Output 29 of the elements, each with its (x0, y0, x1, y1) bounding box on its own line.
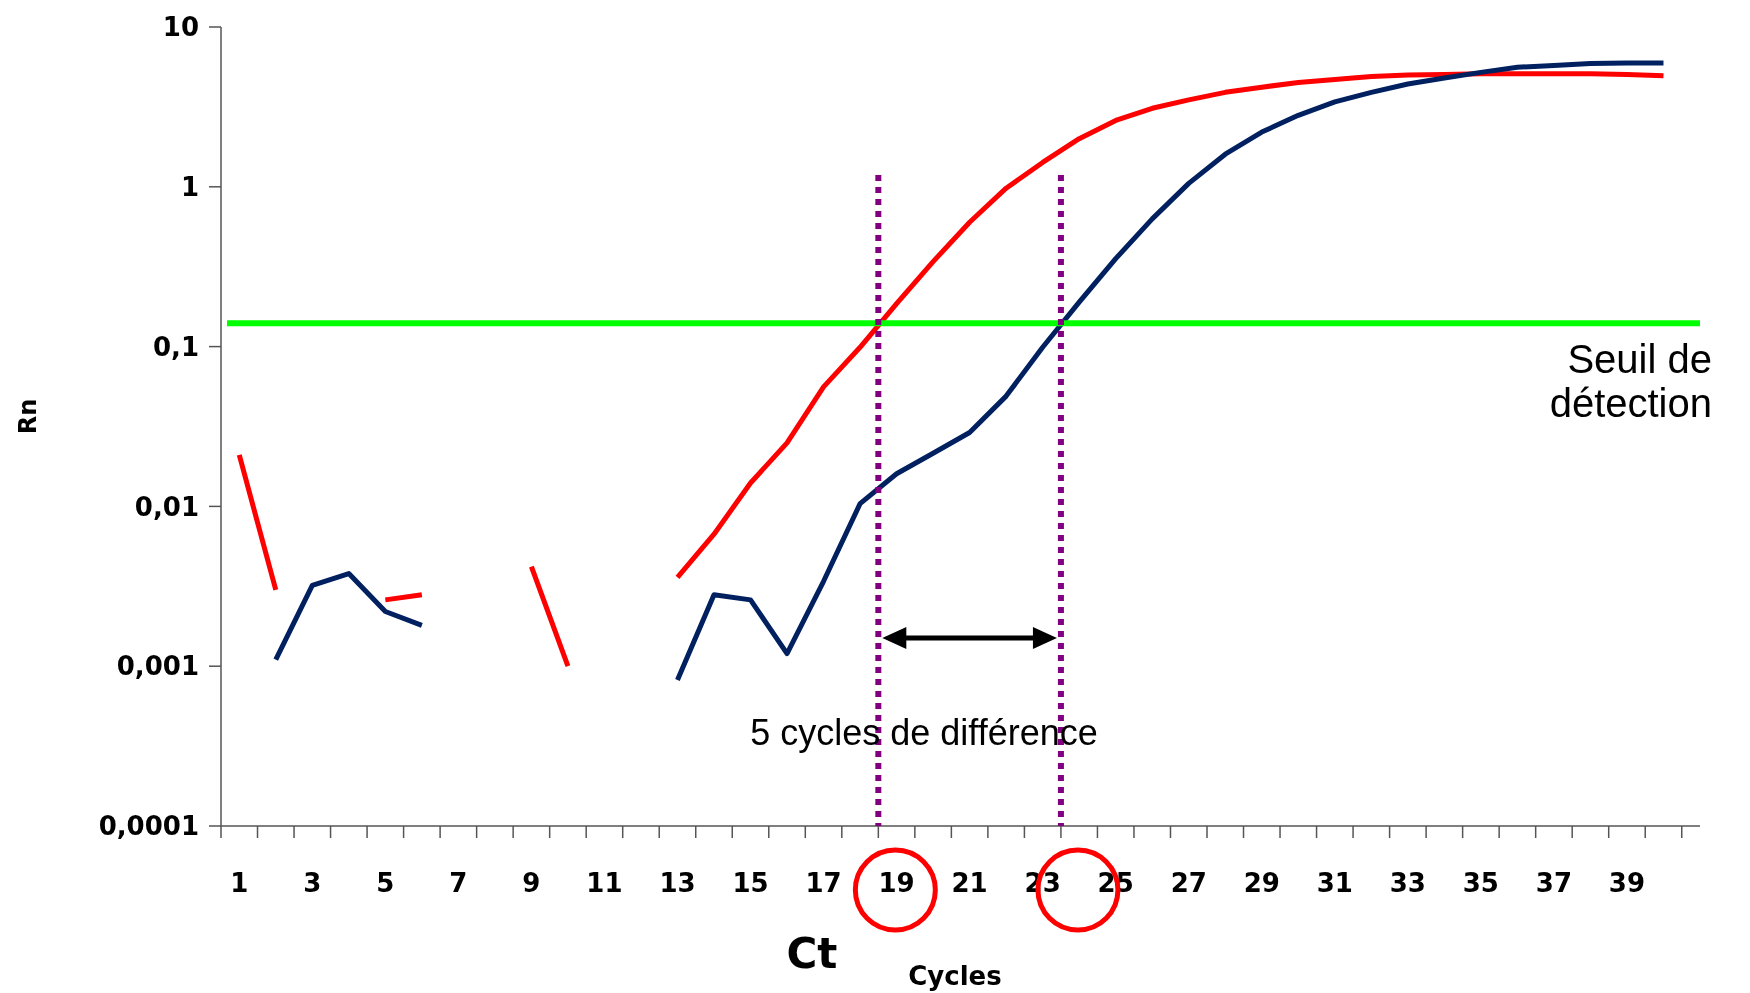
y-tick-label: 10 (162, 12, 199, 43)
x-tick-label: 9 (522, 868, 541, 898)
y-tick-label: 0,0001 (98, 811, 199, 842)
x-tick-label: 15 (732, 868, 769, 898)
y-tick-label: 1 (180, 171, 199, 202)
y-tick-label: 0,1 (152, 331, 199, 362)
x-tick-label: 21 (951, 868, 988, 898)
y-tick-label: 0,01 (134, 491, 199, 522)
x-tick-label: 33 (1389, 868, 1426, 898)
x-tick-label: 35 (1462, 868, 1499, 898)
y-axis-title: Rn (14, 398, 42, 435)
ref-line-label: Seuil de détection (1549, 337, 1712, 426)
y-tick-label: 0,001 (116, 651, 199, 682)
x-tick-label: 7 (449, 868, 468, 898)
x-tick-label: 31 (1316, 868, 1353, 898)
x-tick-label: 29 (1243, 868, 1280, 898)
x-tick-label: 1 (230, 868, 249, 898)
x-axis-title: Cycles (908, 961, 1002, 991)
x-tick-label: 39 (1608, 868, 1646, 898)
x-tick-label: 13 (659, 868, 696, 898)
x-tick-label: 27 (1170, 868, 1207, 898)
annotation: 5 cycles de différence (750, 712, 1098, 753)
x-tick-label: 3 (303, 868, 322, 898)
x-tick-label: 5 (376, 868, 395, 898)
text: Ct (786, 929, 838, 978)
x-tick-label: 11 (586, 868, 623, 898)
x-tick-label: 17 (805, 868, 842, 898)
x-tick-label: 37 (1535, 868, 1573, 898)
x-tick-label: 19 (878, 868, 915, 898)
